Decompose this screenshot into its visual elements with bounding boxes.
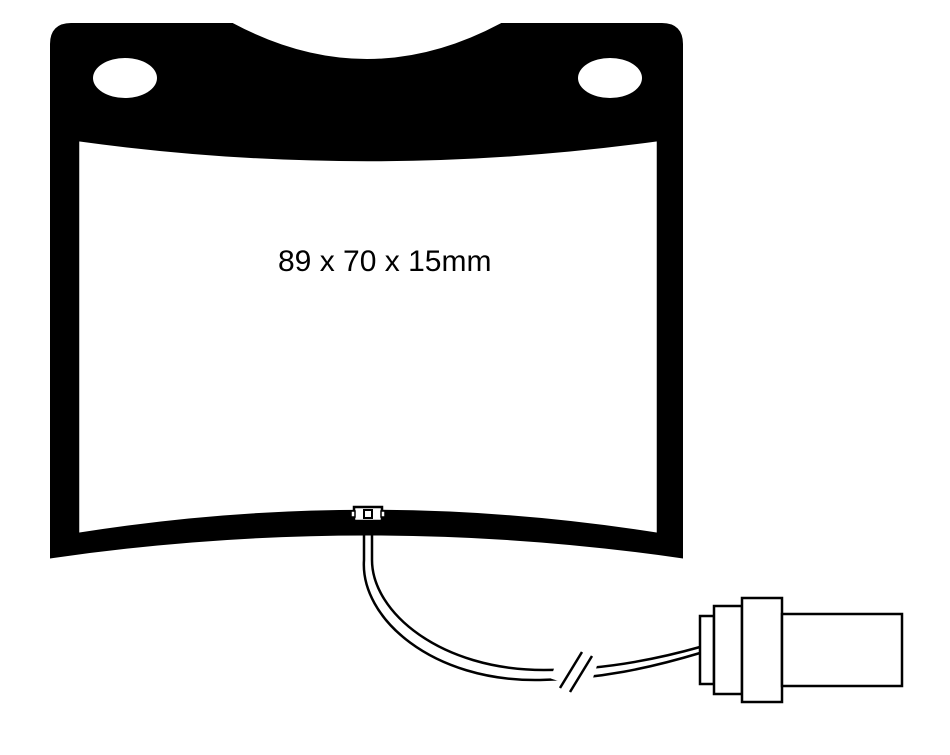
wire-break-mark bbox=[551, 652, 598, 692]
mounting-hole-left bbox=[93, 58, 157, 98]
diagram-canvas: 89 x 70 x 15mm bbox=[0, 0, 950, 755]
mounting-hole-right bbox=[578, 58, 642, 98]
friction-plate bbox=[78, 140, 658, 534]
dimension-label: 89 x 70 x 15mm bbox=[278, 245, 491, 279]
connector bbox=[700, 598, 902, 702]
brake-pad-svg bbox=[0, 0, 950, 755]
sensor-mount bbox=[351, 507, 385, 521]
